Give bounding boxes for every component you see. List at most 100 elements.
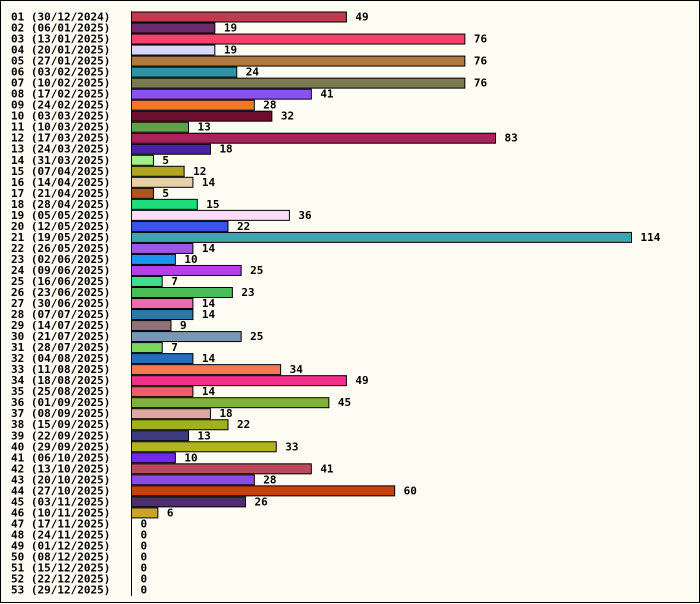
value-label: 25 bbox=[250, 330, 263, 343]
value-label: 14 bbox=[202, 352, 216, 365]
value-label: 23 bbox=[241, 286, 254, 299]
category-label: 01 (30/12/2024) bbox=[11, 11, 110, 24]
value-label: 19 bbox=[224, 22, 237, 35]
bar bbox=[131, 33, 466, 45]
value-label: 10 bbox=[184, 253, 197, 266]
bar bbox=[131, 452, 176, 464]
value-label: 49 bbox=[355, 374, 368, 387]
value-label: 33 bbox=[285, 440, 298, 453]
value-label: 49 bbox=[355, 11, 368, 24]
bar bbox=[131, 430, 190, 442]
value-label: 14 bbox=[202, 385, 216, 398]
value-label: 28 bbox=[263, 99, 276, 112]
category-label: 06 (03/02/2025) bbox=[11, 66, 110, 79]
bar bbox=[131, 364, 282, 376]
bar bbox=[131, 220, 229, 232]
category-label: 38 (15/09/2025) bbox=[11, 418, 110, 431]
value-label: 19 bbox=[224, 44, 237, 57]
bar bbox=[131, 408, 211, 420]
category-label: 14 (31/03/2025) bbox=[11, 154, 110, 167]
category-label: 13 (24/03/2025) bbox=[11, 143, 110, 156]
bar bbox=[131, 198, 198, 210]
category-label: 37 (08/09/2025) bbox=[11, 407, 110, 420]
category-label: 40 (29/09/2025) bbox=[11, 440, 110, 453]
bar bbox=[131, 342, 163, 354]
bar bbox=[131, 264, 242, 276]
category-label: 50 (08/12/2025) bbox=[11, 550, 110, 563]
value-label: 28 bbox=[263, 473, 276, 486]
bar bbox=[131, 132, 497, 144]
bar bbox=[131, 165, 185, 177]
category-label: 02 (06/01/2025) bbox=[11, 22, 110, 35]
value-label: 22 bbox=[237, 220, 250, 233]
value-label: 36 bbox=[298, 209, 312, 222]
category-label: 49 (01/12/2025) bbox=[11, 539, 110, 552]
category-label: 11 (10/03/2025) bbox=[11, 121, 110, 134]
value-label: 0 bbox=[141, 550, 148, 563]
bar bbox=[131, 253, 176, 265]
value-label: 83 bbox=[505, 132, 518, 145]
bar bbox=[131, 353, 194, 365]
bar bbox=[131, 143, 211, 155]
bar bbox=[131, 309, 194, 321]
category-label: 31 (28/07/2025) bbox=[11, 341, 110, 354]
value-label: 7 bbox=[171, 275, 178, 288]
category-label: 44 (27/10/2025) bbox=[11, 484, 110, 497]
bar bbox=[131, 77, 466, 89]
category-label: 52 (22/12/2025) bbox=[11, 573, 110, 586]
category-label: 45 (03/11/2025) bbox=[11, 495, 110, 508]
category-label: 51 (15/12/2025) bbox=[11, 562, 110, 575]
category-label: 24 (09/06/2025) bbox=[11, 264, 110, 277]
category-label: 17 (21/04/2025) bbox=[11, 187, 110, 200]
bar bbox=[131, 176, 194, 188]
value-label: 13 bbox=[198, 429, 211, 442]
category-label: 29 (14/07/2025) bbox=[11, 319, 110, 332]
bar bbox=[131, 187, 154, 199]
value-label: 18 bbox=[219, 143, 232, 156]
bar bbox=[131, 88, 312, 100]
category-label: 39 (22/09/2025) bbox=[11, 429, 110, 442]
category-label: 27 (30/06/2025) bbox=[11, 297, 110, 310]
category-label: 07 (10/02/2025) bbox=[11, 77, 110, 90]
category-label: 04 (20/01/2025) bbox=[11, 44, 110, 57]
bar bbox=[131, 154, 154, 166]
value-label: 0 bbox=[141, 539, 148, 552]
value-label: 34 bbox=[290, 363, 304, 376]
value-label: 7 bbox=[171, 341, 178, 354]
value-label: 6 bbox=[167, 506, 174, 519]
category-label: 20 (12/05/2025) bbox=[11, 220, 110, 233]
value-label: 41 bbox=[320, 88, 334, 101]
value-label: 76 bbox=[474, 33, 488, 46]
value-label: 45 bbox=[338, 396, 351, 409]
bar bbox=[131, 507, 159, 519]
bar bbox=[131, 463, 312, 475]
value-label: 0 bbox=[141, 517, 148, 530]
value-label: 24 bbox=[246, 66, 260, 79]
category-label: 19 (05/05/2025) bbox=[11, 209, 110, 222]
category-label: 33 (11/08/2025) bbox=[11, 363, 110, 376]
category-label: 36 (01/09/2025) bbox=[11, 396, 110, 409]
category-label: 32 (04/08/2025) bbox=[11, 352, 110, 365]
value-label: 12 bbox=[193, 165, 206, 178]
value-label: 25 bbox=[250, 264, 263, 277]
value-label: 114 bbox=[641, 231, 661, 244]
bar bbox=[131, 397, 330, 409]
bar bbox=[131, 110, 273, 122]
category-label: 30 (21/07/2025) bbox=[11, 330, 110, 343]
value-label: 26 bbox=[255, 495, 269, 508]
value-label: 60 bbox=[404, 484, 417, 497]
value-label: 15 bbox=[206, 198, 219, 211]
category-label: 22 (26/05/2025) bbox=[11, 242, 110, 255]
value-label: 0 bbox=[141, 562, 148, 575]
value-label: 5 bbox=[162, 154, 169, 167]
value-label: 41 bbox=[320, 462, 334, 475]
bar bbox=[131, 242, 194, 254]
value-label: 5 bbox=[162, 187, 169, 200]
value-label: 32 bbox=[281, 110, 294, 123]
bar bbox=[131, 375, 347, 387]
bar bbox=[131, 386, 194, 398]
bar bbox=[131, 22, 216, 34]
value-label: 76 bbox=[474, 77, 488, 90]
category-label: 41 (06/10/2025) bbox=[11, 451, 110, 464]
